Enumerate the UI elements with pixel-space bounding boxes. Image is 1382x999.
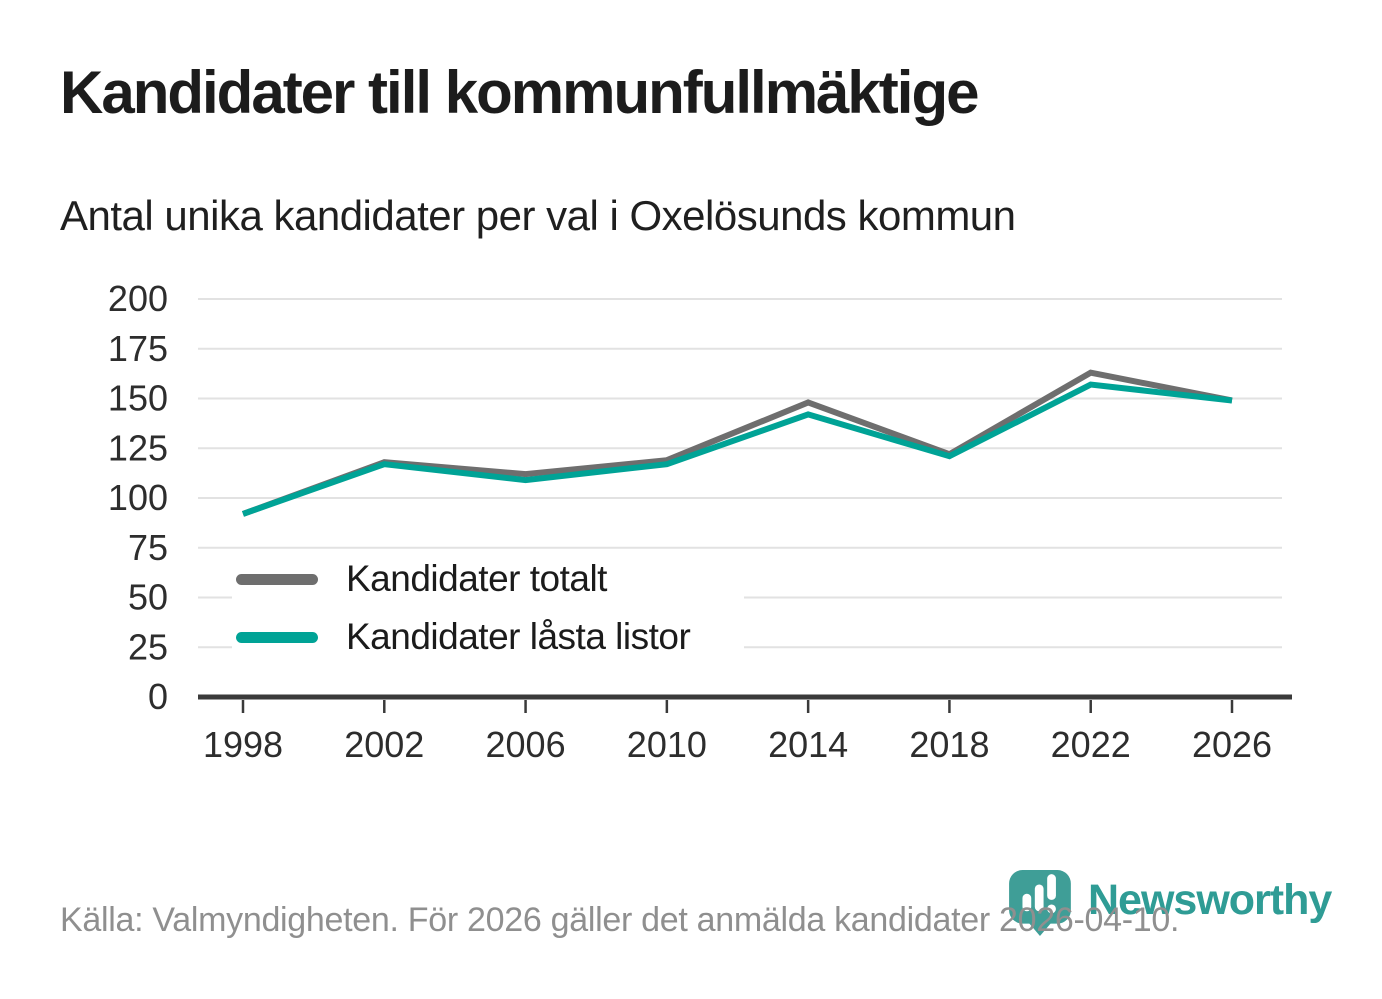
y-tick-label-150: 150 (108, 378, 168, 419)
y-tick-label-200: 200 (108, 278, 168, 319)
newsworthy-logo: Newsworthy (1008, 868, 1332, 938)
y-tick-label-175: 175 (108, 328, 168, 369)
x-tick-label-1998: 1998 (203, 724, 283, 765)
y-tick-label-0: 0 (148, 676, 168, 717)
x-tick-label-2022: 2022 (1051, 724, 1131, 765)
legend-label-total: Kandidater totalt (346, 558, 607, 599)
y-tick-label-25: 25 (128, 626, 168, 667)
chart-legend: Kandidater totalt Kandidater låsta listo… (232, 552, 744, 664)
legend-item-kandidater-totalt: Kandidater totalt (232, 554, 744, 604)
legend-swatch-locked (236, 631, 318, 643)
x-tick-label-2026: 2026 (1192, 724, 1272, 765)
legend-label-locked: Kandidater låsta listor (346, 616, 691, 657)
newsworthy-pin-icon (1009, 870, 1071, 936)
x-tick-label-2010: 2010 (627, 724, 707, 765)
chart-title: Kandidater till kommunfullmäktige (60, 59, 979, 126)
x-tick-label-2002: 2002 (344, 724, 424, 765)
source-note: Källa: Valmyndigheten. För 2026 gäller d… (60, 901, 1180, 939)
x-tick-label-2006: 2006 (486, 724, 566, 765)
newsworthy-logo-text: Newsworthy (1088, 876, 1332, 924)
series-line-kandidater-lasta-listor (242, 381, 1233, 517)
chart-subtitle: Antal unika kandidater per val i Oxelösu… (60, 192, 1016, 239)
y-tick-label-100: 100 (108, 477, 168, 518)
x-tick-label-2014: 2014 (768, 724, 848, 765)
x-tick-label-2018: 2018 (909, 724, 989, 765)
series-line-kandidater-totalt (241, 369, 1233, 517)
legend-item-kandidater-lasta-listor: Kandidater låsta listor (232, 612, 744, 662)
y-tick-label-75: 75 (128, 527, 168, 568)
y-tick-label-50: 50 (128, 577, 168, 618)
y-tick-label-125: 125 (108, 427, 168, 468)
legend-swatch-total (236, 573, 318, 585)
